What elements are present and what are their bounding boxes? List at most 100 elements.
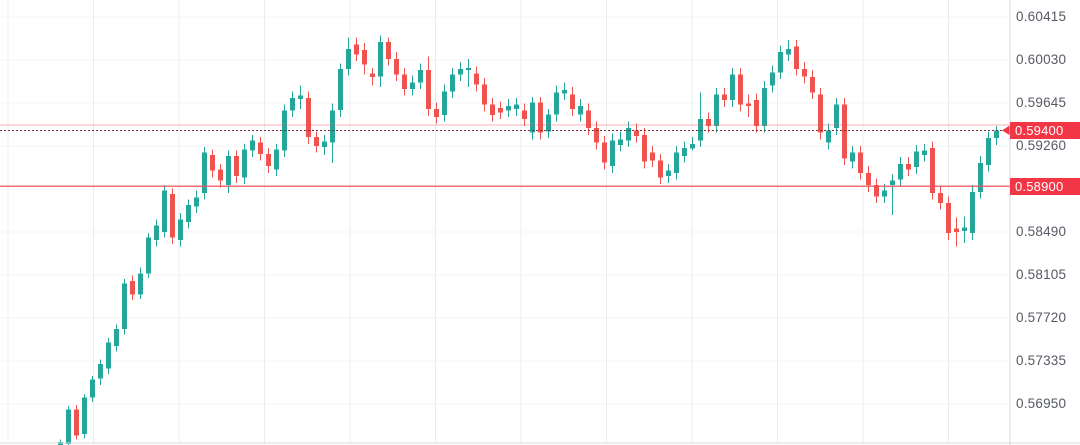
- candle-up: [674, 152, 679, 173]
- candle-up: [114, 329, 119, 346]
- candle-down: [810, 76, 815, 93]
- candle-up: [162, 190, 167, 232]
- candle-down: [426, 70, 431, 110]
- candle-down: [794, 46, 799, 69]
- candle-down: [570, 94, 575, 110]
- candle-down: [498, 108, 503, 113]
- candle-down: [386, 42, 391, 59]
- candle-up: [890, 180, 895, 186]
- candle-up: [138, 273, 143, 295]
- candle-up: [562, 90, 567, 94]
- candle-down: [706, 119, 711, 126]
- candle-up: [770, 72, 775, 86]
- candle-up: [578, 105, 583, 115]
- candle-up: [762, 87, 767, 126]
- candle-down: [266, 153, 271, 167]
- candle-up: [450, 74, 455, 92]
- candle-up: [458, 68, 463, 75]
- candle-up: [922, 150, 927, 155]
- candle-up: [610, 140, 615, 167]
- candle-down: [650, 152, 655, 161]
- current-price-tag[interactable]: 0.59400: [1010, 121, 1080, 139]
- candle-up: [714, 94, 719, 126]
- candle-down: [170, 194, 175, 238]
- candle-down: [306, 98, 311, 138]
- candle-down: [402, 74, 407, 89]
- candle-down: [906, 163, 911, 170]
- candle-down: [938, 192, 943, 203]
- candle-up: [466, 67, 471, 70]
- candle-down: [522, 110, 527, 120]
- level-price-tag[interactable]: 0.58900: [1010, 177, 1080, 195]
- candle-down: [394, 58, 399, 75]
- candle-up: [242, 149, 247, 178]
- candle-up: [154, 225, 159, 240]
- candle-down: [746, 103, 751, 106]
- candle-up: [850, 152, 855, 162]
- candle-down: [258, 142, 263, 154]
- candle-up: [226, 156, 231, 186]
- candle-up: [826, 130, 831, 143]
- candle-down: [866, 172, 871, 186]
- candle-up: [82, 397, 87, 435]
- candle-up: [322, 141, 327, 148]
- candle-down: [954, 228, 959, 232]
- candle-up: [698, 119, 703, 141]
- candle-down: [658, 160, 663, 178]
- candle-up: [970, 191, 975, 234]
- candle-up: [506, 105, 511, 111]
- candle-wick: [892, 173, 893, 216]
- candle-up: [106, 342, 111, 369]
- candle-up: [546, 114, 551, 132]
- candle-down: [314, 137, 319, 146]
- candle-down: [362, 49, 367, 65]
- candle-down: [738, 74, 743, 105]
- candle-up: [962, 227, 967, 231]
- candle-down: [634, 130, 639, 136]
- candle-up: [730, 74, 735, 101]
- candle-down: [434, 109, 439, 117]
- candle-up: [786, 48, 791, 55]
- candle-down: [722, 94, 727, 101]
- candle-down: [642, 134, 647, 162]
- candle-up: [250, 140, 255, 151]
- candle-up: [514, 104, 519, 110]
- candle-down: [490, 104, 495, 115]
- candle-up: [378, 42, 383, 77]
- candle-down: [594, 128, 599, 143]
- candle-up: [186, 205, 191, 222]
- current-price-arrow: [1002, 125, 1010, 136]
- candle-down: [234, 156, 239, 177]
- candle-up: [146, 237, 151, 274]
- candle-down: [946, 203, 951, 234]
- candle-up: [882, 190, 887, 197]
- candle-up: [122, 283, 127, 330]
- candle-up: [618, 139, 623, 145]
- candle-up: [90, 379, 95, 398]
- candle-up: [778, 52, 783, 73]
- candle-up: [994, 130, 999, 139]
- candle-down: [210, 154, 215, 171]
- candle-down: [74, 409, 79, 436]
- candle-up: [330, 110, 335, 143]
- candle-down: [130, 281, 135, 295]
- candle-down: [930, 148, 935, 193]
- candle-up: [666, 170, 671, 177]
- candle-down: [818, 94, 823, 133]
- candle-up: [690, 143, 695, 149]
- candle-up: [898, 163, 903, 180]
- candle-up: [178, 219, 183, 240]
- candle-up: [682, 148, 687, 156]
- candle-up: [914, 151, 919, 168]
- candle-down: [842, 104, 847, 159]
- candle-down: [858, 152, 863, 173]
- candle-up: [194, 197, 199, 207]
- candle-down: [370, 73, 375, 77]
- candle-up: [66, 409, 71, 445]
- candle-up: [626, 128, 631, 141]
- candle-down: [218, 169, 223, 181]
- candle-up: [834, 104, 839, 129]
- candle-up: [338, 68, 343, 111]
